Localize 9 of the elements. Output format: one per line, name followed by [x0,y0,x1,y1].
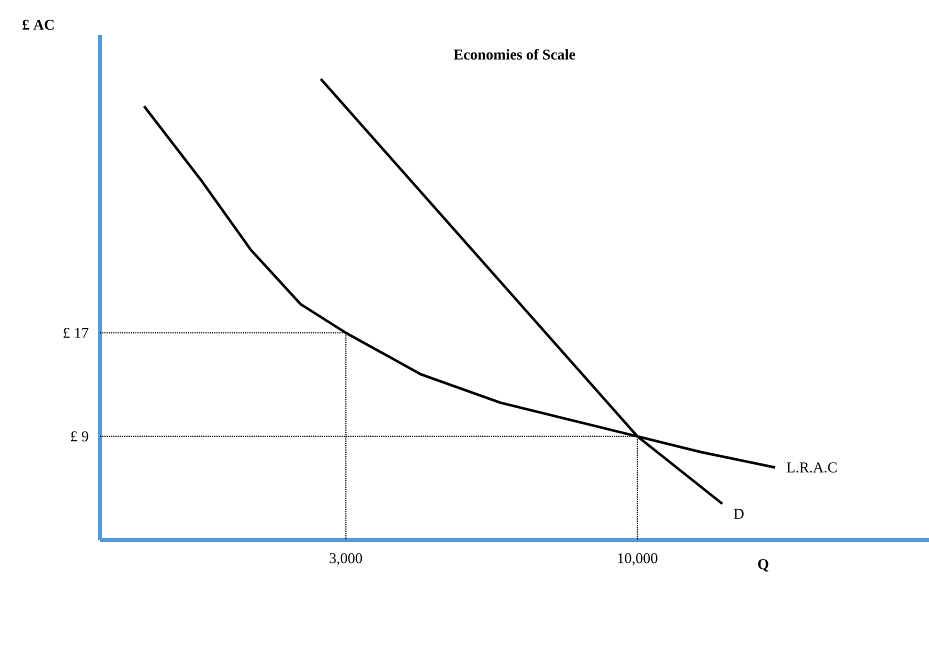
x-tick-label: 10,000 [618,553,658,566]
text: Economies of Scale [454,48,576,60]
x-tick-label: 3,000 [330,553,362,566]
y-tick-label: £ 9 [71,431,88,442]
series-label: L.R.A.C [786,462,837,473]
x-axis-title: Q [758,559,768,572]
y-tick-label: £ 17 [64,328,88,338]
series-label: D [734,508,744,519]
y-axis-title: £ AC [22,20,54,30]
